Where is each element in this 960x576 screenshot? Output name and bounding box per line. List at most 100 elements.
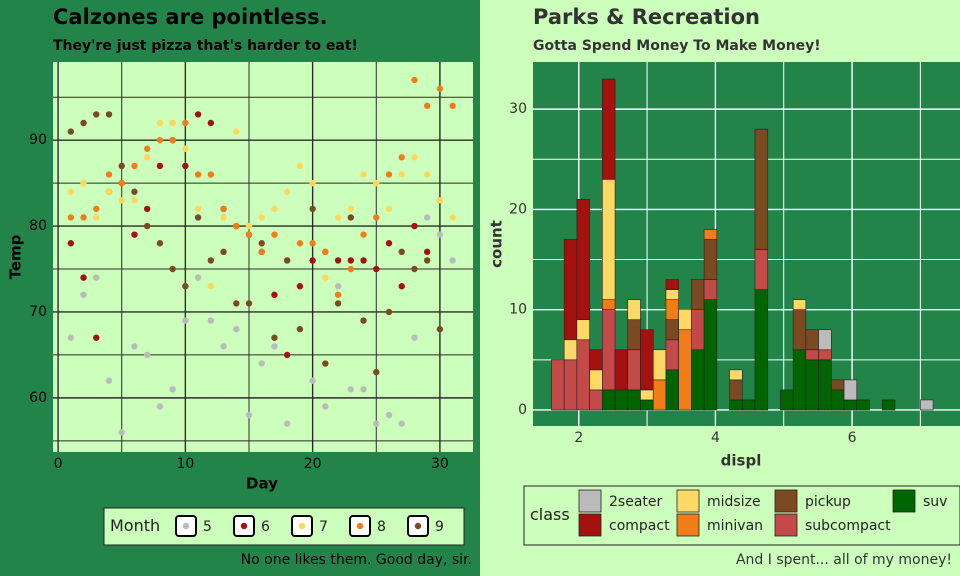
bar-segment — [602, 309, 616, 391]
legend-key — [774, 489, 798, 513]
point — [385, 240, 393, 247]
bar-segment — [741, 399, 756, 411]
point — [143, 351, 151, 359]
point — [156, 240, 164, 247]
point — [347, 386, 355, 393]
bar-segment — [843, 379, 858, 401]
y-tick-label: 90 — [29, 132, 47, 148]
legend-title: class — [530, 505, 570, 524]
point — [93, 334, 100, 341]
point — [411, 265, 418, 273]
point — [449, 257, 456, 264]
bar-segment — [602, 389, 616, 411]
bar-segment — [614, 349, 629, 391]
point — [411, 222, 418, 230]
point — [436, 85, 444, 92]
legend-box — [103, 507, 465, 546]
bar-segment — [805, 359, 819, 411]
y-tick-label: 70 — [29, 304, 47, 320]
point — [194, 205, 202, 213]
point — [67, 240, 75, 247]
point — [398, 420, 405, 427]
point — [411, 76, 418, 84]
point — [118, 162, 125, 170]
bar-segment — [589, 349, 603, 371]
point — [245, 300, 253, 307]
point — [93, 205, 100, 213]
point — [245, 222, 253, 230]
legend-label: 8 — [377, 519, 386, 535]
point — [194, 214, 202, 221]
legend-key — [578, 513, 602, 537]
legend-label: 9 — [435, 519, 444, 535]
bar-segment — [576, 199, 590, 321]
bar-segment — [831, 389, 845, 411]
point — [271, 231, 278, 238]
bar-segment — [563, 339, 578, 361]
legend-label: 6 — [261, 519, 270, 535]
point — [118, 179, 125, 187]
bar-segment — [792, 349, 807, 411]
x-tick-label: 0 — [54, 456, 63, 472]
legend-key — [676, 513, 700, 537]
point — [105, 111, 113, 118]
legend-key — [676, 489, 700, 513]
point — [207, 257, 215, 264]
bar-segment — [703, 299, 718, 411]
point — [449, 102, 456, 110]
point — [220, 205, 227, 213]
point — [347, 214, 355, 221]
point — [296, 325, 304, 333]
point — [169, 386, 176, 393]
bar-segment — [627, 319, 641, 351]
y-tick-label: 20 — [509, 201, 527, 217]
y-tick-label: 60 — [29, 390, 47, 406]
point — [131, 343, 138, 350]
chart-title: Parks & Recreation — [533, 5, 760, 29]
bar-segment — [652, 379, 667, 411]
bar-segment — [652, 349, 667, 381]
point — [436, 231, 444, 238]
point — [258, 214, 265, 221]
point — [360, 257, 367, 264]
point — [347, 265, 355, 273]
point — [398, 154, 405, 161]
bar-segment — [691, 349, 705, 411]
point — [385, 171, 393, 178]
point — [360, 317, 367, 324]
point — [156, 119, 164, 127]
legend-label: pickup — [805, 494, 851, 510]
point — [347, 205, 355, 213]
caption: And I spent... all of my money! — [736, 552, 952, 568]
bar-segment — [563, 359, 578, 411]
point — [334, 257, 342, 264]
point — [271, 291, 278, 298]
legend-marker — [182, 522, 190, 530]
point — [220, 248, 227, 256]
point — [334, 300, 342, 307]
bar-segment — [805, 349, 819, 361]
point — [283, 188, 291, 195]
x-tick-label: 4 — [711, 430, 720, 446]
bar-segment — [780, 389, 794, 411]
point — [233, 222, 240, 230]
bar-segment — [856, 399, 870, 411]
legend-key — [774, 513, 798, 537]
bar-segment — [665, 279, 679, 290]
bar-segment — [602, 299, 616, 310]
point — [322, 274, 329, 281]
plot-panel — [53, 62, 473, 452]
caption: No one likes them. Good day, sir. — [241, 552, 472, 568]
point — [360, 231, 367, 238]
bar-segment — [589, 369, 603, 391]
point — [398, 248, 405, 256]
point — [233, 128, 240, 135]
bar-segment — [703, 279, 718, 300]
bar-segment — [881, 399, 896, 411]
point — [245, 231, 253, 238]
x-tick-label: 2 — [574, 430, 583, 446]
y-tick-label: 30 — [509, 101, 527, 117]
bar-segment — [614, 389, 629, 411]
point — [220, 343, 227, 350]
